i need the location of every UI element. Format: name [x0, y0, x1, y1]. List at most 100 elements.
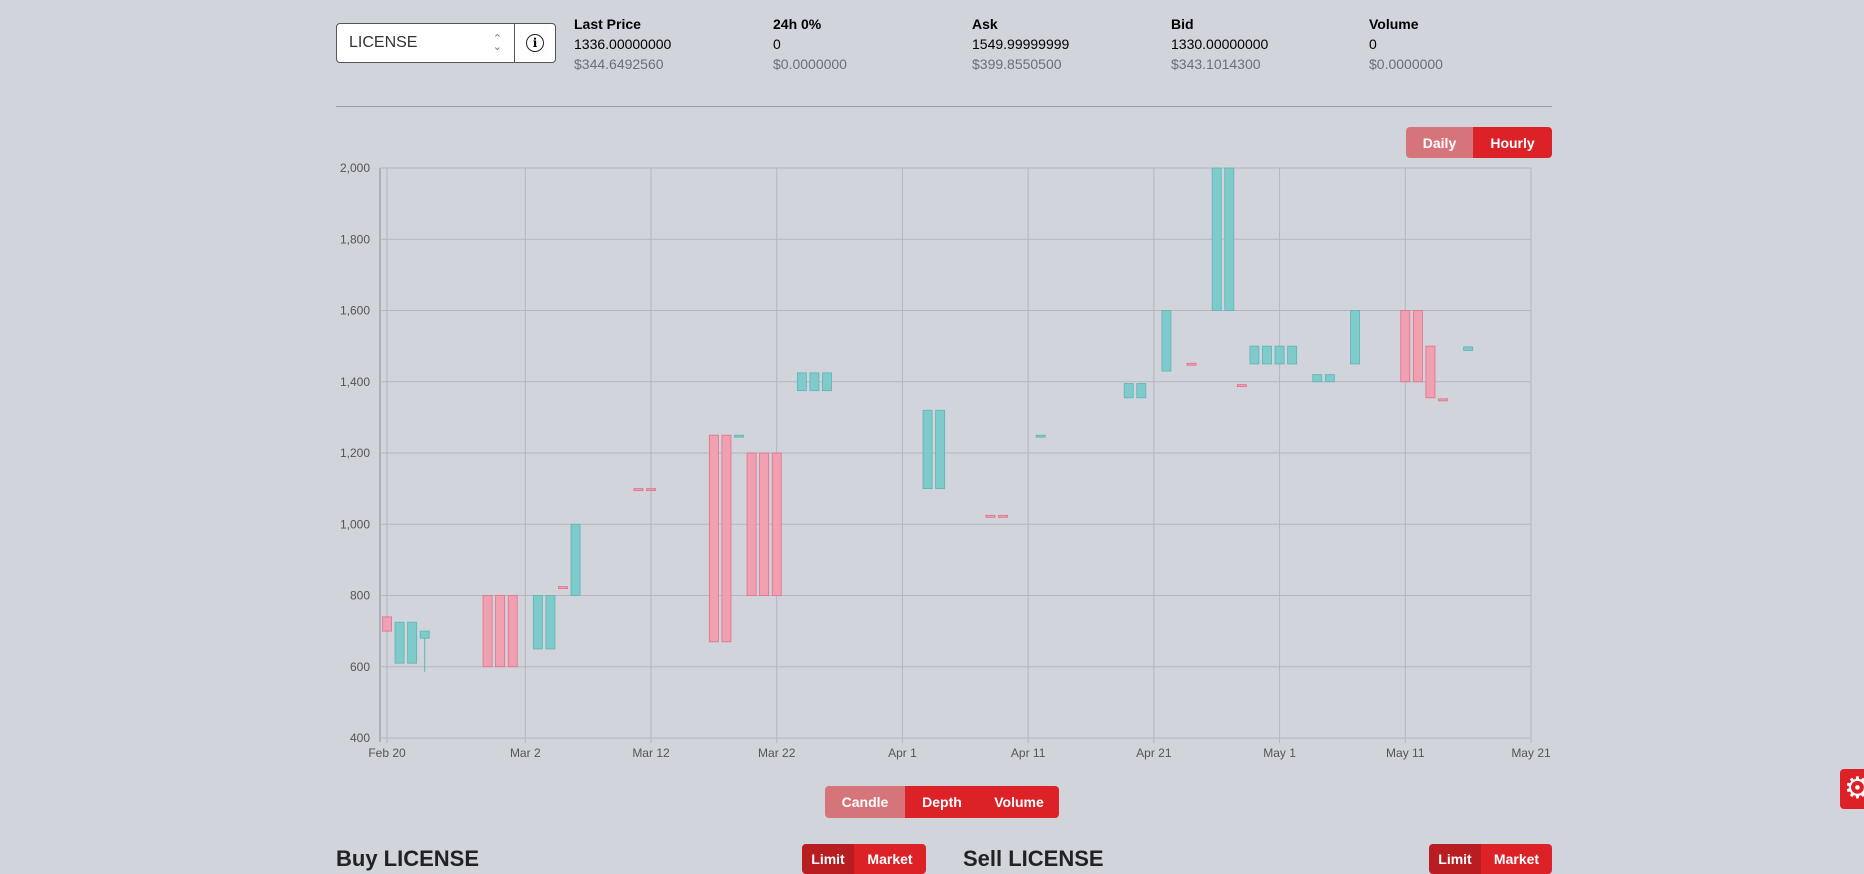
candle-down	[1186, 362, 1197, 366]
candle-body	[1425, 345, 1436, 399]
y-tick-label: 1,400	[340, 375, 370, 389]
hourly-button[interactable]: Hourly	[1473, 127, 1552, 158]
candle-up	[570, 523, 581, 596]
x-axis-labels: Feb 20 Mar 2 Mar 12 Mar 22 Apr 1 Apr 11 Apr 21…	[368, 746, 1551, 760]
candle-up	[822, 372, 832, 392]
candle-body	[935, 409, 946, 490]
candle-body	[1312, 374, 1323, 383]
candle-body	[1161, 310, 1172, 372]
info-button[interactable]: i	[514, 24, 555, 62]
candle-up	[1123, 383, 1134, 399]
candle-body	[570, 523, 581, 596]
buy-limit-tab[interactable]: Limit	[802, 844, 854, 874]
candle-up	[545, 595, 556, 650]
candle-up	[1463, 346, 1474, 351]
candle-up	[407, 621, 418, 664]
y-tick-label: 800	[350, 589, 370, 603]
candle-body	[394, 621, 405, 664]
candle-down	[1400, 310, 1411, 383]
candle-body	[734, 434, 744, 438]
settings-tab[interactable]: ⚙	[1840, 769, 1864, 809]
gear-icon: ⚙	[1844, 772, 1864, 805]
candle-body	[558, 586, 568, 589]
candle-body	[998, 514, 1008, 518]
buy-section-title: Buy LICENSE	[336, 846, 480, 871]
candle-up	[1324, 374, 1335, 383]
candle-body	[1236, 384, 1247, 388]
candle-body	[1350, 310, 1360, 365]
candle-up	[922, 409, 933, 490]
candle-down	[495, 595, 506, 668]
candle-body	[759, 452, 770, 596]
tab-depth[interactable]: Depth	[905, 786, 979, 818]
tab-volume[interactable]: Volume	[979, 786, 1059, 818]
y-tick-label: 400	[350, 731, 370, 745]
y-tick-label: 2,000	[340, 161, 370, 175]
stat-last-price: Last Price 1336.00000000 $344.6492560	[574, 14, 671, 74]
candle-down	[985, 514, 996, 518]
y-tick-label: 1,000	[340, 517, 370, 531]
candle-up	[1262, 345, 1272, 365]
chart-type-tabs: Candle Depth Volume	[825, 786, 1059, 818]
chevron-updown-icon: ⌃ ⌄	[492, 33, 502, 53]
stat-bid: Bid 1330.00000000 $343.1014300	[1171, 14, 1268, 74]
stat-usd: $399.8550500	[972, 56, 1062, 72]
candle-body	[1123, 383, 1134, 399]
candle-body	[1400, 310, 1411, 383]
candle-up	[809, 372, 820, 392]
stat-value: 0	[1369, 36, 1377, 52]
candle-body	[1211, 167, 1222, 311]
candle-body	[1186, 362, 1197, 366]
market-dropdown[interactable]: LICENSE ⌃ ⌄	[337, 24, 514, 62]
candle-up	[734, 434, 744, 438]
daily-button[interactable]: Daily	[1406, 127, 1473, 158]
candles	[382, 167, 1474, 673]
candle-body	[1262, 345, 1272, 365]
candle-up	[532, 595, 543, 650]
stat-label: Last Price	[574, 16, 641, 32]
candle-body	[1463, 346, 1474, 351]
buy-market-tab[interactable]: Market	[854, 844, 926, 874]
tab-candle[interactable]: Candle	[825, 786, 905, 818]
info-icon: i	[526, 34, 544, 52]
sell-limit-tab[interactable]: Limit	[1429, 844, 1481, 874]
candle-body	[507, 595, 518, 668]
candle-down	[721, 434, 732, 643]
stat-label: Bid	[1171, 16, 1194, 32]
candle-up	[1274, 345, 1285, 365]
x-tick-label: Apr 21	[1136, 746, 1172, 760]
stat-label: Volume	[1369, 16, 1419, 32]
candle-body	[771, 452, 782, 596]
candle-down	[708, 434, 719, 643]
stat-ask: Ask 1549.99999999 $399.8550500	[972, 14, 1069, 74]
market-select[interactable]: LICENSE ⌃ ⌄ i	[336, 23, 556, 63]
stat-value: 1549.99999999	[972, 36, 1070, 52]
x-tick-label: May 11	[1386, 746, 1425, 760]
y-axis-labels: 400 600 800 1,000 1,200 1,400 1,600 1,800 2,000	[340, 161, 370, 745]
candle-body	[746, 452, 757, 596]
candle-body	[646, 488, 656, 492]
candle-body	[1035, 434, 1046, 438]
y-tick-label: 1,600	[340, 304, 370, 318]
candle-body	[922, 409, 933, 490]
candle-down	[633, 488, 644, 492]
candle-body	[1249, 345, 1260, 365]
buy-order-type-toggle: Limit Market	[802, 844, 926, 874]
x-tick-label: Mar 2	[510, 746, 541, 760]
x-tick-label: Apr 1	[888, 746, 917, 760]
candle-down	[1438, 398, 1448, 402]
candle-body	[482, 595, 493, 668]
stat-24h-change: 24h 0% 0 $0.0000000	[773, 14, 847, 74]
candle-down	[759, 452, 770, 596]
candle-body	[1324, 374, 1335, 383]
sell-market-tab[interactable]: Market	[1481, 844, 1552, 874]
candle-body	[708, 434, 719, 643]
chart-grid	[379, 167, 1532, 743]
candle-down	[771, 452, 782, 596]
candle-body	[1274, 345, 1285, 365]
candle-up	[935, 409, 946, 490]
candle-body	[532, 595, 543, 650]
candle-body	[495, 595, 506, 668]
candle-down	[646, 488, 656, 492]
candle-up	[1161, 310, 1172, 372]
